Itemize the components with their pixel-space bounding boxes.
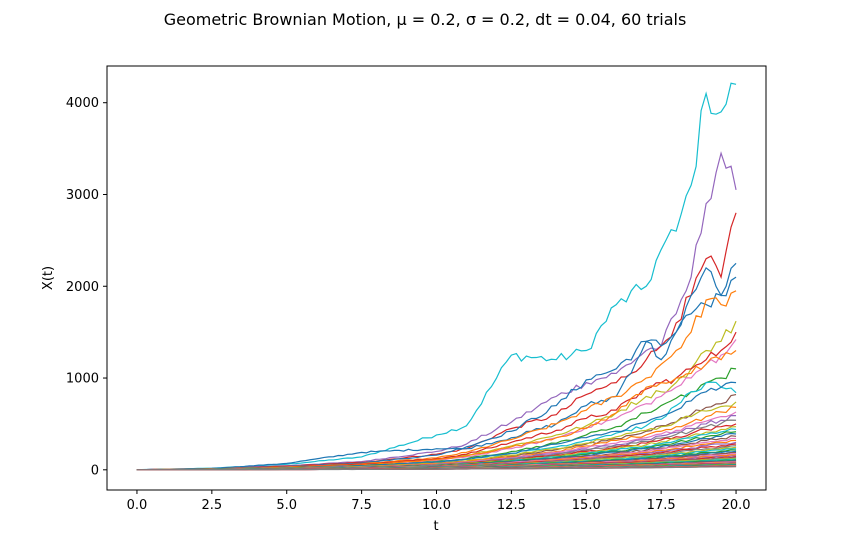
- series-line-5: [136, 276, 737, 471]
- x-tick-label: 15.0: [572, 498, 601, 513]
- x-axis: 0.0 2.5 5.0 7.5 10.0 12.5 15.0 17.5 20.0: [127, 490, 751, 513]
- y-tick-label: 0: [91, 463, 99, 478]
- series-line-60: [136, 466, 737, 471]
- chart-title: Geometric Brownian Motion, μ = 0.2, σ = …: [164, 10, 687, 29]
- series-layer: [136, 82, 737, 471]
- y-tick-label: 3000: [66, 188, 99, 203]
- x-tick-label: 5.0: [276, 498, 297, 513]
- x-tick-label: 7.5: [351, 498, 372, 513]
- x-tick-label: 10.0: [422, 498, 451, 513]
- y-axis-label: X(t): [41, 266, 56, 290]
- x-tick-label: 2.5: [201, 498, 222, 513]
- y-tick-label: 1000: [66, 372, 99, 387]
- y-tick-label: 2000: [66, 280, 99, 295]
- x-axis-label: t: [433, 519, 438, 534]
- y-tick-label: 4000: [66, 96, 99, 111]
- x-tick-label: 17.5: [647, 498, 676, 513]
- x-tick-label: 20.0: [722, 498, 751, 513]
- x-tick-label: 12.5: [497, 498, 526, 513]
- x-tick-label: 0.0: [127, 498, 148, 513]
- y-axis: 0 1000 2000 3000 4000: [66, 96, 107, 478]
